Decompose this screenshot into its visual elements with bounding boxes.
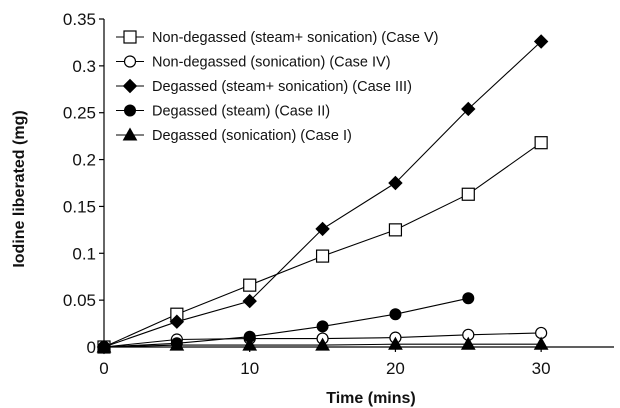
data-point-series-4 [316,320,329,333]
data-point-series-3 [533,34,549,49]
legend-item: Degassed (steam+ sonication) (Case III) [116,78,412,95]
data-point-series-3 [315,221,330,237]
data-point-series-5 [315,337,330,351]
legend-marker [123,55,137,68]
y-tick-label: 0.3 [72,57,96,76]
legend-marker [124,104,136,117]
legend-marker [123,30,137,44]
legend-label: Degassed (steam+ sonication) (Case III) [152,79,412,95]
x-tick-label: 30 [532,359,551,378]
legend: Non-degassed (steam+ sonication) (Case V… [116,30,439,144]
data-point-series-5 [96,339,112,353]
data-point-series-3 [242,293,257,309]
data-point-series-1 [315,249,330,263]
y-tick-label: 0.25 [63,104,96,123]
data-point-series-3 [169,314,185,329]
data-point-series-1 [243,278,257,292]
y-axis-title: Iodine liberated (mg) [11,110,28,267]
y-tick-label: 0.15 [63,197,96,216]
data-point-series-4 [389,308,402,321]
x-tick-label: 0 [99,359,108,378]
data-point-series-1 [388,223,403,237]
legend-item: Non-degassed (sonication) (Case IV) [116,55,391,71]
legend-marker [122,127,138,141]
legend-item: Degassed (steam) (Case II) [116,104,330,120]
data-point-series-5 [388,336,403,350]
legend-marker [122,78,138,94]
axes: 0 0.05 0.1 0.15 0.2 0.25 0.3 0.35 0 10 20 30 [63,10,614,378]
series-line-4 [103,297,469,348]
y-tick-label: 0.05 [63,291,96,310]
data-point-series-4 [462,292,475,305]
y-tick-label: 0.1 [72,244,96,263]
series-markers [96,34,549,355]
data-point-series-5 [169,337,185,351]
legend-label: Degassed (steam) (Case II) [152,104,330,120]
legend-label: Degassed (sonication) (Case I) [152,128,352,144]
data-point-series-5 [242,337,258,351]
data-point-series-3 [461,101,476,117]
data-point-series-5 [533,336,549,350]
y-tick-label: 0 [87,338,96,357]
data-point-series-5 [460,336,476,350]
legend-label: Non-degassed (steam+ sonication) (Case V… [152,30,439,46]
x-tick-label: 20 [386,359,405,378]
legend-label: Non-degassed (sonication) (Case IV) [152,55,391,71]
y-tick-label: 0.35 [63,10,96,29]
x-tick-label: 10 [240,359,259,378]
legend-item: Non-degassed (steam+ sonication) (Case V… [116,30,439,46]
data-point-series-1 [461,187,475,201]
x-axis-title: Time (mins) [326,390,416,407]
legend-item: Degassed (sonication) (Case I) [116,127,352,144]
series-line-1 [103,142,542,348]
data-point-series-1 [534,136,548,150]
y-tick-label: 0.2 [72,151,96,170]
data-point-series-3 [388,175,403,191]
